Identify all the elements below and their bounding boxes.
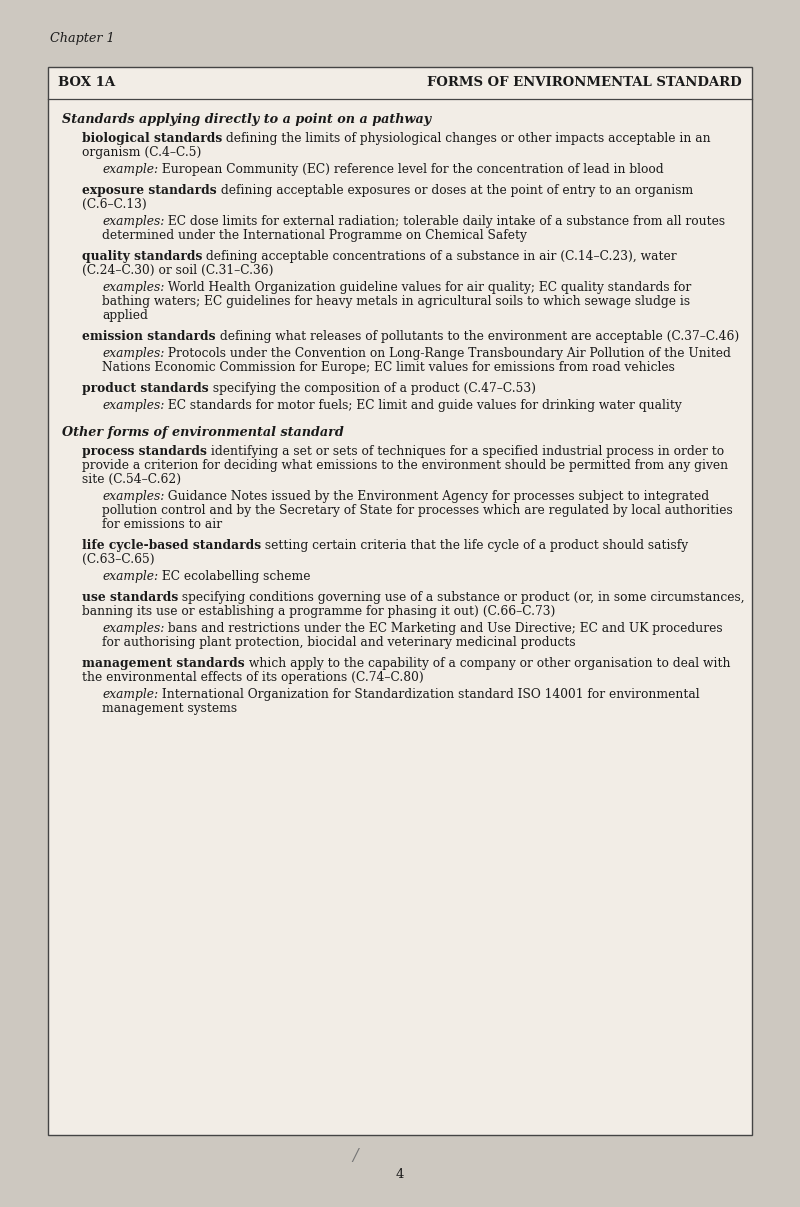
- Text: examples:: examples:: [102, 281, 164, 295]
- Text: EC standards for motor fuels; EC limit and guide values for drinking water quali: EC standards for motor fuels; EC limit a…: [164, 400, 682, 412]
- Text: determined under the International Programme on Chemical Safety: determined under the International Progr…: [102, 229, 527, 241]
- Text: example:: example:: [102, 688, 158, 701]
- Text: provide a criterion for deciding what emissions to the environment should be per: provide a criterion for deciding what em…: [82, 459, 728, 472]
- Text: World Health Organization guideline values for air quality; EC quality standards: World Health Organization guideline valu…: [164, 281, 692, 295]
- Text: EC ecolabelling scheme: EC ecolabelling scheme: [158, 570, 310, 583]
- Text: example:: example:: [102, 570, 158, 583]
- Text: exposure standards: exposure standards: [82, 183, 217, 197]
- Text: defining acceptable exposures or doses at the point of entry to an organism: defining acceptable exposures or doses a…: [217, 183, 693, 197]
- Text: process standards: process standards: [82, 445, 207, 457]
- Text: FORMS OF ENVIRONMENTAL STANDARD: FORMS OF ENVIRONMENTAL STANDARD: [427, 76, 742, 89]
- Text: identifying a set or sets of techniques for a specified industrial process in or: identifying a set or sets of techniques …: [207, 445, 724, 457]
- Text: examples:: examples:: [102, 490, 164, 503]
- Text: which apply to the capability of a company or other organisation to deal with: which apply to the capability of a compa…: [245, 657, 730, 670]
- Text: the environmental effects of its operations (C.74–C.80): the environmental effects of its operati…: [82, 671, 424, 684]
- Text: defining acceptable concentrations of a substance in air (C.14–C.23), water: defining acceptable concentrations of a …: [202, 250, 677, 263]
- Text: use standards: use standards: [82, 591, 178, 604]
- Text: pollution control and by the Secretary of State for processes which are regulate: pollution control and by the Secretary o…: [102, 505, 733, 517]
- Text: Other forms of environmental standard: Other forms of environmental standard: [62, 426, 344, 439]
- Text: emission standards: emission standards: [82, 330, 215, 343]
- Text: (C.63–C.65): (C.63–C.65): [82, 553, 154, 566]
- Text: specifying conditions governing use of a substance or product (or, in some circu: specifying conditions governing use of a…: [178, 591, 745, 604]
- Text: (C.6–C.13): (C.6–C.13): [82, 198, 146, 211]
- Text: site (C.54–C.62): site (C.54–C.62): [82, 473, 181, 486]
- Text: International Organization for Standardization standard ISO 14001 for environmen: International Organization for Standardi…: [158, 688, 700, 701]
- Text: example:: example:: [102, 163, 158, 176]
- Text: applied: applied: [102, 309, 148, 322]
- Text: management standards: management standards: [82, 657, 245, 670]
- Text: defining the limits of physiological changes or other impacts acceptable in an: defining the limits of physiological cha…: [222, 132, 711, 145]
- Text: for emissions to air: for emissions to air: [102, 518, 222, 531]
- Text: defining what releases of pollutants to the environment are acceptable (C.37–C.4: defining what releases of pollutants to …: [215, 330, 738, 343]
- Text: bathing waters; EC guidelines for heavy metals in agricultural soils to which se: bathing waters; EC guidelines for heavy …: [102, 295, 690, 308]
- Text: for authorising plant protection, biocidal and veterinary medicinal products: for authorising plant protection, biocid…: [102, 636, 576, 649]
- Text: Standards applying directly to a point on a pathway: Standards applying directly to a point o…: [62, 113, 431, 126]
- Text: EC dose limits for external radiation; tolerable daily intake of a substance fro: EC dose limits for external radiation; t…: [164, 215, 726, 228]
- Text: examples:: examples:: [102, 346, 164, 360]
- Text: BOX 1A: BOX 1A: [58, 76, 115, 89]
- Text: Chapter 1: Chapter 1: [50, 33, 114, 45]
- Text: biological standards: biological standards: [82, 132, 222, 145]
- Text: quality standards: quality standards: [82, 250, 202, 263]
- Text: banning its use or establishing a programme for phasing it out) (C.66–C.73): banning its use or establishing a progra…: [82, 605, 555, 618]
- Text: Nations Economic Commission for Europe; EC limit values for emissions from road : Nations Economic Commission for Europe; …: [102, 361, 675, 374]
- Text: (C.24–C.30) or soil (C.31–C.36): (C.24–C.30) or soil (C.31–C.36): [82, 264, 274, 276]
- Text: organism (C.4–C.5): organism (C.4–C.5): [82, 146, 202, 159]
- Text: bans and restrictions under the EC Marketing and Use Directive; EC and UK proced: bans and restrictions under the EC Marke…: [164, 622, 723, 635]
- Text: management systems: management systems: [102, 702, 237, 715]
- Text: /: /: [352, 1147, 358, 1164]
- Text: examples:: examples:: [102, 400, 164, 412]
- Text: specifying the composition of a product (C.47–C.53): specifying the composition of a product …: [209, 381, 536, 395]
- Text: product standards: product standards: [82, 381, 209, 395]
- Text: Guidance Notes issued by the Environment Agency for processes subject to integra: Guidance Notes issued by the Environment…: [164, 490, 710, 503]
- Text: setting certain criteria that the life cycle of a product should satisfy: setting certain criteria that the life c…: [261, 540, 688, 552]
- Text: examples:: examples:: [102, 215, 164, 228]
- Text: European Community (EC) reference level for the concentration of lead in blood: European Community (EC) reference level …: [158, 163, 664, 176]
- Text: 4: 4: [396, 1168, 404, 1182]
- Text: Protocols under the Convention on Long-Range Transboundary Air Pollution of the : Protocols under the Convention on Long-R…: [164, 346, 731, 360]
- Text: examples:: examples:: [102, 622, 164, 635]
- FancyBboxPatch shape: [48, 68, 752, 1135]
- Text: life cycle-based standards: life cycle-based standards: [82, 540, 261, 552]
